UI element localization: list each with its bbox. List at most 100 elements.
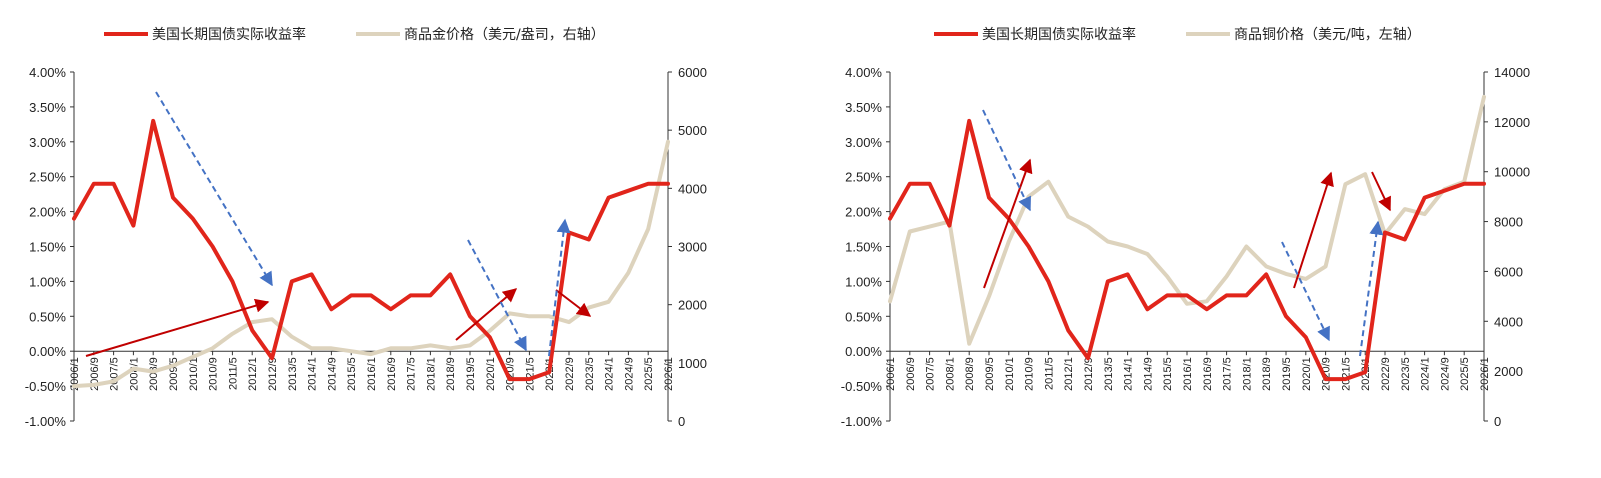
right-tick-label: 2000: [678, 298, 707, 313]
data-point: [1126, 245, 1129, 248]
x-tick-label: 2012/9: [267, 357, 279, 391]
x-tick-label: 2016/1: [366, 357, 378, 391]
legend-label-real-yield: 美国长期国债实际收益率: [152, 26, 306, 43]
data-point: [1225, 275, 1228, 278]
data-point: [449, 347, 452, 350]
right-tick-label: 5000: [678, 123, 707, 138]
x-tick-label: 2008/9: [148, 357, 160, 391]
annotation-arrow-blue: [982, 109, 1031, 212]
data-point: [1047, 180, 1050, 183]
right-tick-label: 4000: [678, 181, 707, 196]
x-tick-label: 2009/5: [984, 357, 996, 391]
data-point: [1423, 213, 1426, 215]
x-tick-label: 2024/1: [1420, 357, 1432, 391]
left-tick-label: -1.00%: [25, 414, 67, 429]
data-point: [1008, 240, 1010, 243]
left-tick-label: 4.00%: [29, 65, 66, 80]
left-tick-label: 3.50%: [845, 100, 882, 115]
x-tick-label: 2019/5: [465, 357, 477, 391]
x-tick-label: 2021/5: [524, 357, 536, 391]
legend-label-real-yield: 美国长期国债实际收益率: [982, 26, 1136, 43]
left-tick-label: -0.50%: [25, 379, 67, 394]
right-tick-label: 4000: [1494, 314, 1523, 329]
data-point: [429, 344, 432, 347]
chart-panel-2: 4.00% 3.50% 3.00% 2.50% 2.00% 1.50% 1.00% 0.50%…: [841, 26, 1530, 429]
x-tick-label: 2017/5: [406, 357, 418, 391]
x-tick-label: 2014/1: [1123, 357, 1135, 391]
legend-label-commodity: 商品铜价格（美元/吨，左轴）: [1234, 27, 1421, 43]
x-tick-label: 2010/9: [1024, 357, 1036, 391]
data-point: [647, 228, 649, 230]
right-tick-label: 6000: [1494, 264, 1523, 279]
right-tick-label: 6000: [678, 65, 707, 80]
right-tick-label: 2000: [1494, 364, 1523, 379]
x-tick-label: 2022/1: [544, 357, 556, 391]
data-point: [909, 230, 911, 233]
x-tick-label: 2011/5: [1043, 357, 1055, 390]
annotation-arrow-red: [983, 158, 1033, 289]
left-tick-label: 2.00%: [29, 205, 66, 220]
x-tick-label: 2016/9: [386, 357, 398, 391]
data-point: [1344, 183, 1347, 185]
x-tick-label: 2008/1: [128, 357, 140, 391]
data-point: [667, 141, 669, 143]
legend: 美国长期国债实际收益率 商品金价格（美元/盎司，右轴）: [104, 26, 605, 43]
data-point: [1364, 173, 1366, 176]
data-point: [172, 364, 174, 367]
data-point: [588, 306, 590, 309]
x-tick-label: 2025/5: [1459, 357, 1471, 391]
data-point: [73, 385, 75, 387]
x-tick-label: 2006/1: [885, 357, 897, 391]
annotation-arrow-red: [1371, 171, 1391, 212]
data-point: [489, 330, 491, 332]
left-tick-label: 2.50%: [29, 170, 66, 185]
x-tick-label: 2010/9: [208, 357, 220, 391]
data-point: [291, 335, 293, 338]
x-tick-label: 2018/1: [425, 357, 437, 391]
annotation-arrow-red: [85, 298, 270, 357]
data-point: [1265, 265, 1267, 268]
x-tick-label: 2019/5: [1281, 357, 1293, 391]
data-point: [310, 347, 313, 350]
right-tick-label: 12000: [1494, 115, 1530, 130]
data-point: [93, 384, 95, 386]
data-point: [889, 300, 891, 303]
x-tick-label: 2013/5: [1103, 357, 1115, 391]
x-tick-label: 2024/9: [623, 357, 635, 391]
x-tick-label: 2024/9: [1439, 357, 1451, 391]
x-tick-label: 2011/5: [227, 357, 239, 390]
left-tick-label: 0.00%: [845, 344, 882, 359]
x-tick-label: 2006/1: [69, 357, 81, 391]
x-tick-label: 2018/9: [445, 357, 457, 391]
left-tick-label: -0.50%: [841, 379, 883, 394]
right-tick-label: 8000: [1494, 215, 1523, 230]
annotation-arrow-blue: [1281, 241, 1330, 342]
left-tick-label: 0.00%: [29, 344, 66, 359]
x-tick-label: 2015/5: [346, 357, 358, 391]
left-tick-label: 3.00%: [29, 135, 66, 150]
annotation-arrow-red: [555, 289, 592, 317]
left-tick-label: 2.50%: [845, 170, 882, 185]
x-tick-label: 2023/5: [1400, 357, 1412, 391]
x-tick-label: 2012/1: [1063, 357, 1075, 391]
data-point: [1324, 265, 1327, 268]
series-line-commodity: [72, 139, 670, 389]
x-tick-label: 2017/5: [1222, 357, 1234, 391]
data-point: [988, 295, 990, 298]
left-tick-label: 4.00%: [845, 65, 882, 80]
x-tick-label: 2022/1: [1360, 357, 1372, 391]
right-tick-label: 0: [1494, 414, 1501, 429]
left-tick-label: 3.50%: [29, 100, 66, 115]
left-tick-label: 1.00%: [29, 274, 66, 289]
right-tick-label: 14000: [1494, 65, 1530, 80]
data-point: [1027, 195, 1030, 198]
x-tick-label: 2025/5: [643, 357, 655, 391]
x-tick-label: 2021/5: [1340, 357, 1352, 391]
x-tick-label: 2015/5: [1162, 357, 1174, 391]
left-tick-label: 0.50%: [845, 309, 882, 324]
x-tick-label: 2016/1: [1182, 357, 1194, 391]
left-tick-label: -1.00%: [841, 414, 883, 429]
x-tick-label: 2023/5: [584, 357, 596, 391]
data-point: [132, 367, 135, 370]
